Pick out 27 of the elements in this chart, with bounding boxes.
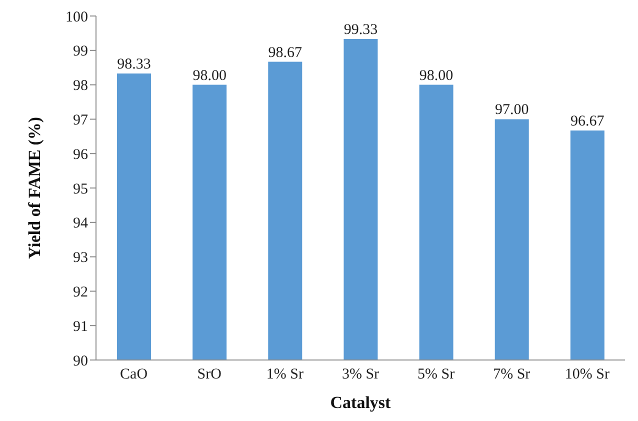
x-tick-label: CaO: [120, 366, 148, 383]
x-tick-label: 7% Sr: [493, 366, 530, 383]
y-tick-label: 99: [73, 44, 88, 60]
y-tick-label: 100: [66, 9, 88, 26]
x-tick-label: 1% Sr: [266, 366, 304, 383]
y-tick-label: 98: [73, 78, 88, 94]
y-axis-title: Yield of FAME (%): [25, 116, 44, 260]
data-label: 98.33: [117, 56, 151, 72]
x-axis-title: Catalyst: [330, 393, 392, 412]
y-tick-label: 94: [73, 216, 88, 232]
y-tick-label: 97: [73, 112, 88, 129]
x-tick-label: 5% Sr: [418, 366, 455, 383]
x-tick-label: SrO: [197, 366, 222, 383]
y-tick-label: 96: [73, 146, 88, 163]
data-label: 98.67: [268, 44, 303, 61]
data-label: 99.33: [344, 22, 378, 38]
y-tick-label: 95: [73, 181, 88, 198]
y-tick-label: 92: [73, 284, 88, 301]
y-tick-label: 91: [73, 318, 88, 335]
y-tick-label: 90: [73, 353, 88, 370]
data-label: 98.00: [192, 68, 226, 84]
x-tick-label: 10% Sr: [564, 366, 610, 383]
x-tick-label: 3% Sr: [342, 366, 380, 383]
y-tick-label: 93: [73, 250, 88, 266]
data-label: 98.00: [419, 68, 454, 84]
data-label: 97.00: [494, 102, 529, 118]
data-label: 96.67: [570, 114, 605, 130]
